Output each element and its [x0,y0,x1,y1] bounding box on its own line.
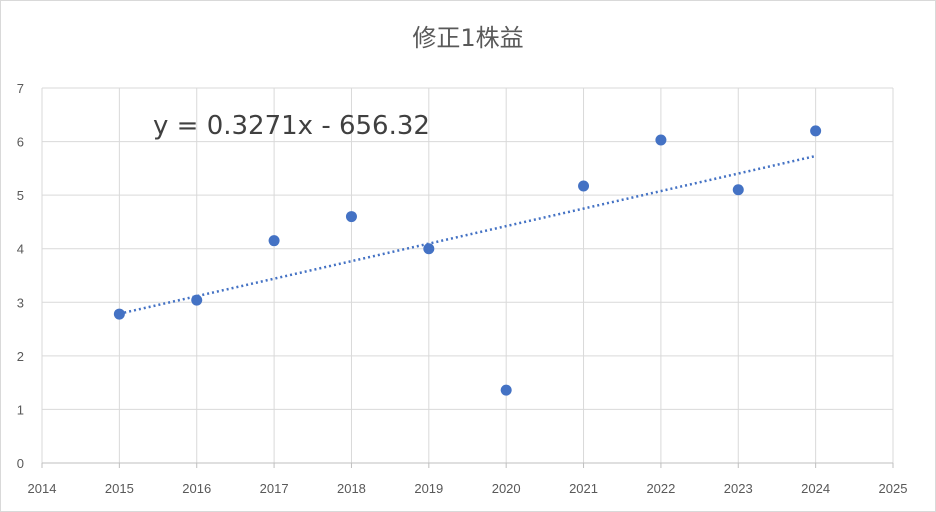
x-tick-label: 2016 [182,481,211,496]
data-point [810,125,822,137]
tick-labels: 0 1 2 3 4 5 6 7 2014 2015 2016 2017 2018 2019 2020 2021… [17,81,908,496]
data-point [113,308,125,320]
x-tick-label: 2018 [337,481,366,496]
y-tick-label: 0 [17,456,24,471]
data-point [732,184,744,196]
y-tick-label: 6 [17,135,24,150]
trendline-equation: y = 0.3271x - 656.32 [153,111,430,141]
data-point [655,134,667,146]
axes [41,462,894,468]
x-tick-label: 2014 [28,481,57,496]
x-tick-label: 2023 [724,481,753,496]
data-point [191,294,203,306]
x-tick-label: 2024 [801,481,830,496]
data-point [578,180,590,192]
data-point [345,211,357,223]
y-tick-label: 1 [17,402,24,417]
y-tick-label: 5 [17,188,24,203]
data-points [113,125,822,396]
x-tick-label: 2022 [646,481,675,496]
data-point [268,235,280,247]
x-tick-label: 2015 [105,481,134,496]
x-tick-label: 2017 [260,481,289,496]
y-tick-label: 2 [17,349,24,364]
x-tick-label: 2019 [414,481,443,496]
x-tick-label: 2025 [879,481,908,496]
gridlines [41,87,894,463]
data-point [500,384,512,396]
y-tick-label: 7 [17,81,24,96]
y-tick-label: 3 [17,295,24,310]
x-tick-label: 2020 [492,481,521,496]
data-point [423,243,435,255]
trendline-group [119,154,816,315]
x-tick-label: 2021 [569,481,598,496]
y-tick-label: 4 [17,242,24,257]
trendline [119,154,816,315]
chart-title: 修正1株益 [412,24,524,52]
